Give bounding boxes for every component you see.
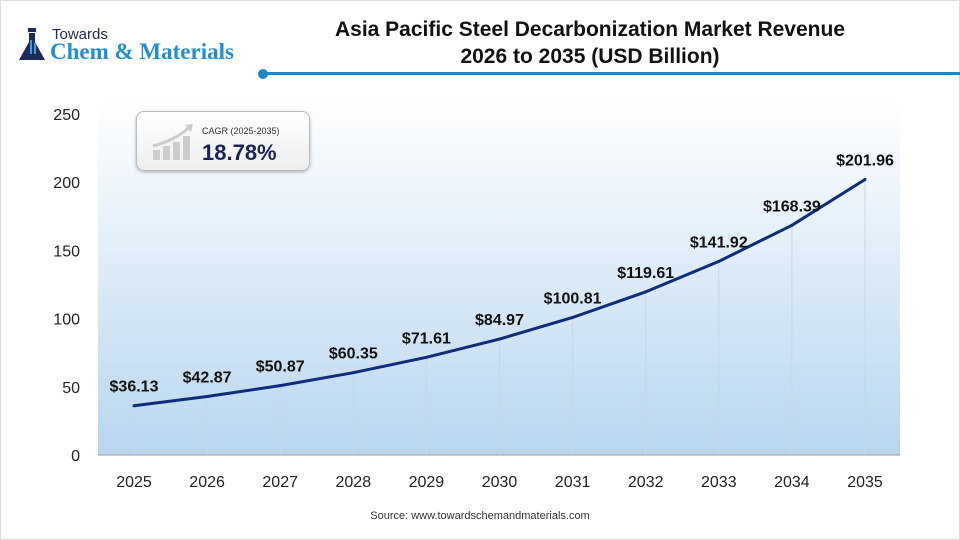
x-tick-label: 2028 [336,474,372,491]
x-tick-label: 2031 [555,474,591,491]
x-tick-label: 2035 [847,474,883,491]
data-label: $36.13 [110,379,159,396]
data-point [498,337,501,341]
y-tick-label: 100 [53,312,80,329]
data-label: $119.61 [617,265,674,282]
title-line-2: 2026 to 2035 (USD Billion) [460,45,720,68]
data-label: $42.87 [183,370,232,387]
flask-icon [19,28,45,60]
x-tick-label: 2032 [628,474,664,491]
chart-title: Asia Pacific Steel Decarbonization Marke… [290,16,890,70]
data-point [717,259,721,263]
y-tick-label: 150 [53,243,80,260]
data-point [863,178,867,182]
x-tick-label: 2027 [262,474,298,491]
x-tick-label: 2033 [701,474,737,491]
data-point [132,404,136,408]
data-point [644,290,648,294]
data-point [790,223,794,227]
data-label: $168.39 [763,198,821,215]
cagr-label: CAGR (2025-2035) [202,126,280,136]
data-label: $141.92 [690,234,748,251]
growth-chart-icon [152,124,193,160]
x-tick-label: 2030 [482,474,518,491]
x-tick-label: 2026 [189,474,225,491]
y-tick-label: 200 [53,175,80,192]
logo-text-brand: Chem & Materials [50,39,234,64]
data-label: $50.87 [256,359,305,376]
title-rule [265,72,960,75]
data-point [424,355,428,359]
data-label: $100.81 [544,290,602,307]
x-tick-label: 2025 [116,474,152,491]
cagr-box: CAGR (2025-2035) 18.78% [136,111,310,171]
y-tick-label: 50 [62,380,80,397]
x-tick-label: 2034 [774,474,810,491]
x-tick-label: 2029 [409,474,445,491]
data-label: $60.35 [329,346,378,363]
source-text: Source: www.towardschemandmaterials.com [370,510,590,522]
y-tick-label: 0 [71,448,80,465]
title-rule-dot [258,69,268,79]
data-point [351,371,355,375]
data-label: $71.61 [402,330,451,347]
data-label: $84.97 [475,312,524,329]
data-point [571,315,575,319]
data-label: $201.96 [836,153,894,170]
logo-text-towards: Towards [52,26,108,43]
title-line-1: Asia Pacific Steel Decarbonization Marke… [334,18,846,41]
data-point [205,395,209,399]
cagr-value: 18.78% [202,140,277,165]
data-point [278,384,282,388]
y-tick-label: 250 [53,107,80,124]
